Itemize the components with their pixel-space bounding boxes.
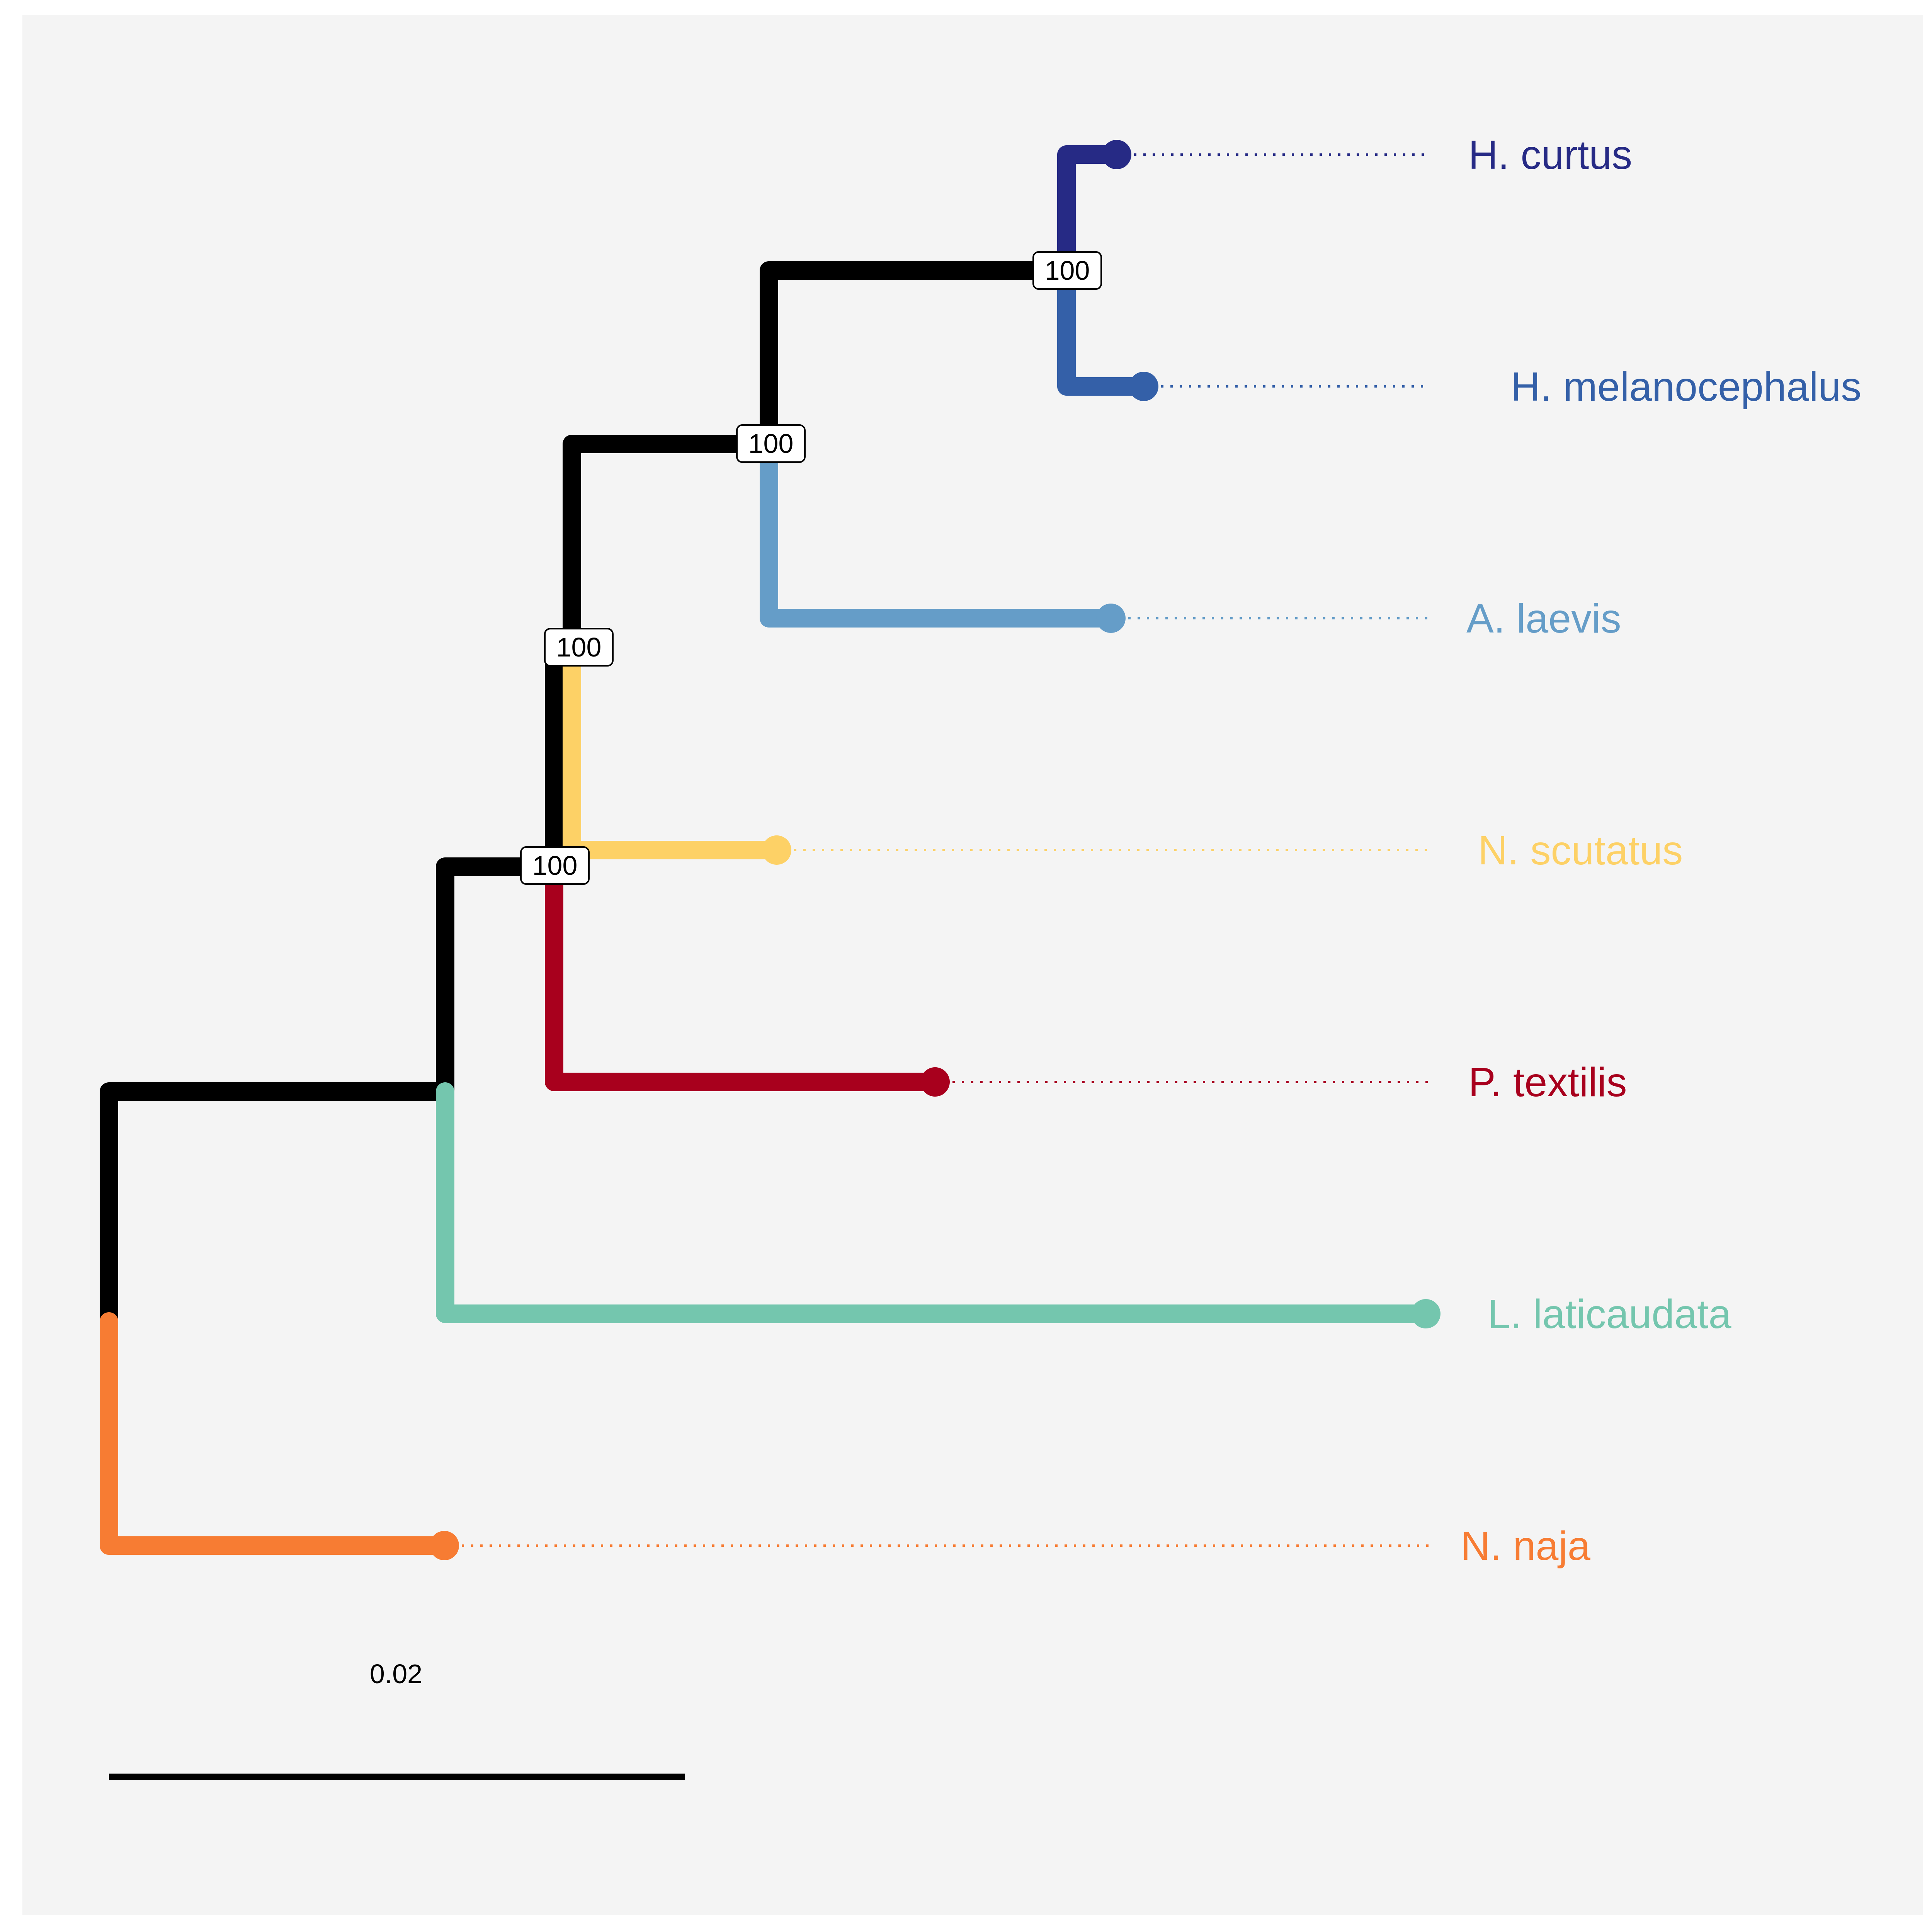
svg-text:100: 100 [748, 429, 794, 459]
bootstrap-label-australo-node: 100 [544, 628, 614, 667]
scale-bar: 0.02 [109, 1659, 685, 1780]
leader-lines [462, 153, 1430, 1547]
tip-label-n-naja: N. naja [1461, 1523, 1590, 1569]
scale-bar-label: 0.02 [370, 1659, 422, 1689]
tip-label-l-laticaudata: L. laticaudata [1488, 1291, 1731, 1337]
tip-label-n-scutatus: N. scutatus [1478, 828, 1683, 873]
tip-point-h-curtus [1102, 140, 1131, 169]
bootstrap-label-hydrophis-node: 100 [1032, 251, 1102, 290]
branch-a-laevis [760, 435, 1120, 628]
bootstrap-label-terrestrial-node: 100 [520, 846, 590, 885]
branch-h-curtus [1057, 145, 1126, 280]
internal-branches [100, 261, 1076, 1331]
branch-h-melanocephalus [1057, 261, 1153, 396]
tip-point-h-melanocephalus [1129, 372, 1158, 401]
branch-p-textilis [545, 857, 944, 1091]
tip-point-a-laevis [1096, 604, 1126, 633]
tip-label-p-textilis: P. textilis [1468, 1060, 1627, 1105]
branch-n-naja [100, 1312, 454, 1555]
tip-point-n-scutatus [762, 835, 791, 865]
svg-text:100: 100 [532, 850, 578, 881]
tip-point-n-naja [430, 1531, 459, 1560]
tip-labels: H. curtus H. melanocephalus A. laevis N.… [1461, 132, 1861, 1569]
bootstrap-labels: 100 100 100 100 [520, 251, 1102, 885]
svg-text:100: 100 [1045, 255, 1090, 286]
tip-label-h-curtus: H. curtus [1468, 132, 1632, 178]
plot-background [22, 15, 1923, 1915]
branch-seasnakes-to-aipysurus [563, 435, 778, 658]
tip-label-a-laevis: A. laevis [1466, 596, 1621, 641]
branch-l-laticaudata [436, 1082, 1435, 1323]
branch-root-to-ingroup [100, 1082, 454, 1331]
branch-ingroup-to-terrestrial [436, 857, 563, 1101]
tip-points [430, 140, 1440, 1560]
bootstrap-label-seasnake-node: 100 [736, 424, 806, 463]
tip-point-l-laticaudata [1411, 1299, 1440, 1328]
tip-point-p-textilis [920, 1067, 950, 1097]
tip-label-h-melanocephalus: H. melanocephalus [1511, 364, 1861, 410]
branch-aipysurus-to-hydrophis [760, 261, 1076, 453]
svg-text:100: 100 [556, 632, 602, 662]
